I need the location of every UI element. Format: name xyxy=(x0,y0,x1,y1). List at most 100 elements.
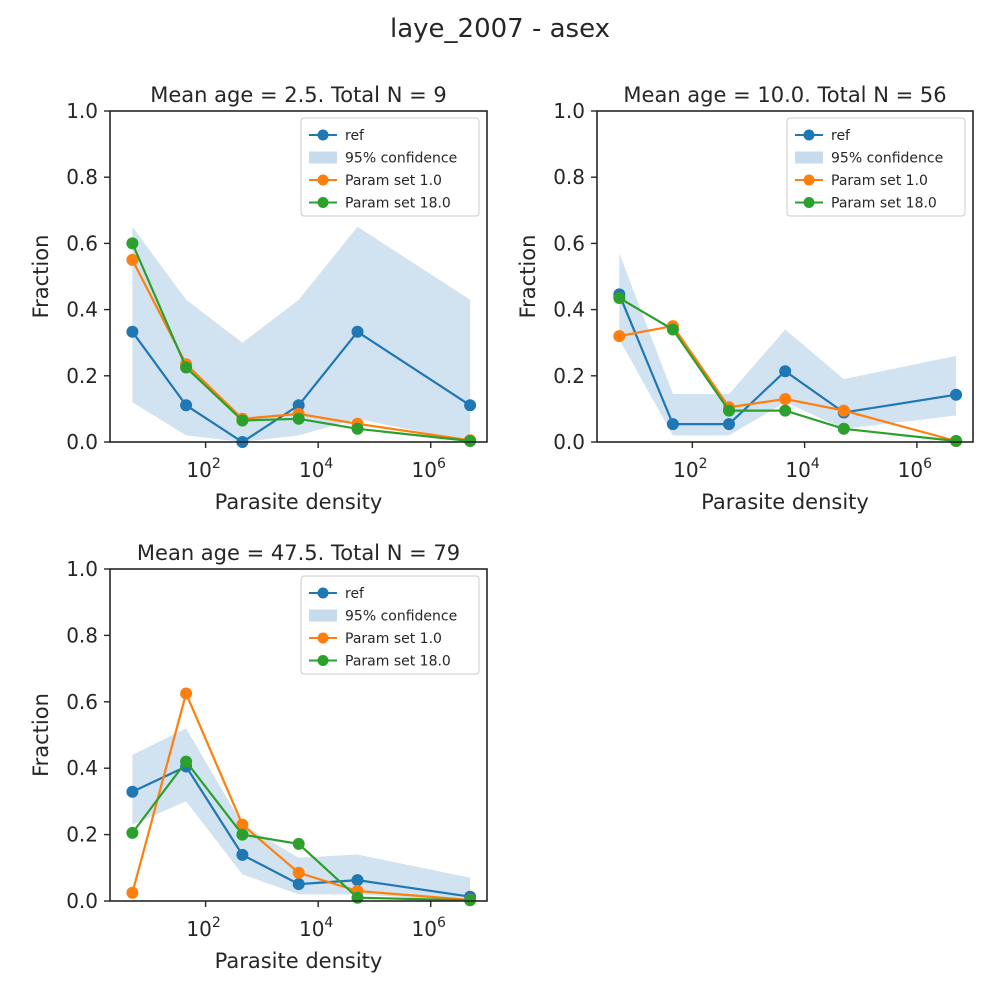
data-point xyxy=(292,878,305,891)
data-point xyxy=(666,418,679,431)
data-point xyxy=(950,435,963,447)
legend-marker xyxy=(317,174,329,186)
data-point xyxy=(666,323,679,336)
data-point xyxy=(779,404,792,417)
y-axis-label: Fraction xyxy=(516,235,540,319)
y-tick-label: 0.4 xyxy=(66,298,98,322)
legend-label: ref xyxy=(345,586,365,602)
y-tick-label: 0.0 xyxy=(66,430,98,454)
panel-title: Mean age = 2.5. Total N = 9 xyxy=(150,83,446,107)
x-tick-label: 106 xyxy=(412,915,446,941)
legend-label: Param set 1.0 xyxy=(345,173,442,189)
legend-marker xyxy=(803,174,815,186)
data-point xyxy=(613,330,626,343)
x-axis-label: Parasite density xyxy=(215,949,383,973)
data-point xyxy=(180,361,193,374)
legend-marker xyxy=(317,632,329,644)
legend-label: Param set 18.0 xyxy=(831,196,937,212)
y-tick-label: 0.6 xyxy=(553,231,585,255)
series-line-2 xyxy=(131,242,471,443)
data-point xyxy=(236,848,249,861)
legend-patch xyxy=(309,609,337,622)
confidence-band xyxy=(132,728,471,901)
y-tick-label: 1.0 xyxy=(553,99,585,123)
panel-2: 0.0 0.2 0.4 0.6 0.8 1.0 102 104 106 Mean age = 10… xyxy=(516,83,974,514)
data-point xyxy=(126,325,139,338)
y-tick-label: 0.8 xyxy=(66,165,98,189)
data-point xyxy=(464,435,477,447)
confidence-band xyxy=(619,253,957,436)
x-tick-label: 106 xyxy=(898,456,932,482)
data-point xyxy=(779,393,792,405)
data-point xyxy=(292,399,305,412)
y-axis-label: Fraction xyxy=(29,693,53,777)
series-line-2 xyxy=(131,759,471,902)
legend-label: 95% confidence xyxy=(345,151,457,167)
axes-frame xyxy=(109,110,488,443)
legend: ref 95% confidence Param set 1.0 Param set … xyxy=(300,117,480,217)
legend-marker xyxy=(803,197,815,208)
data-point xyxy=(351,874,364,887)
y-tick-label: 0.2 xyxy=(66,364,98,388)
x-axis-label: Parasite density xyxy=(701,490,869,514)
x-tick-label: 102 xyxy=(673,456,707,482)
data-point xyxy=(126,826,139,839)
legend-label: 95% confidence xyxy=(831,151,943,167)
axes-frame xyxy=(109,568,488,902)
legend-marker xyxy=(317,129,329,141)
data-point xyxy=(236,818,249,831)
y-tick-label: 0.4 xyxy=(553,298,585,322)
series-line-0 xyxy=(131,330,471,444)
figure-title: laye_2007 - asex xyxy=(389,14,611,44)
data-point xyxy=(351,422,364,435)
legend-label: ref xyxy=(831,128,851,144)
y-tick-label: 0.2 xyxy=(553,364,585,388)
series-line-0 xyxy=(618,293,957,426)
y-tick-label: 0.0 xyxy=(553,430,585,454)
legend-label: Param set 18.0 xyxy=(345,654,451,670)
data-point xyxy=(292,866,305,879)
data-point xyxy=(723,404,735,417)
y-tick-label: 1.0 xyxy=(66,99,98,123)
data-point xyxy=(464,399,477,412)
data-point xyxy=(351,891,364,904)
legend-label: 95% confidence xyxy=(345,609,457,625)
series-line-0 xyxy=(131,765,471,898)
y-tick-label: 0.4 xyxy=(66,756,98,780)
data-point xyxy=(236,414,249,427)
y-tick-label: 0.2 xyxy=(66,823,98,847)
data-point xyxy=(180,687,193,700)
data-point xyxy=(236,828,249,841)
legend: ref 95% confidence Param set 1.0 Param set … xyxy=(786,117,966,217)
legend-marker xyxy=(317,587,329,599)
y-axis-label: Fraction xyxy=(29,235,53,319)
legend-box xyxy=(300,575,480,675)
data-point xyxy=(126,253,139,266)
legend-patch xyxy=(795,151,823,164)
y-tick-label: 0.0 xyxy=(66,889,98,913)
legend-patch xyxy=(309,151,337,164)
x-tick-label: 104 xyxy=(299,456,333,482)
series-line-1 xyxy=(619,324,957,443)
data-point xyxy=(723,418,735,431)
y-tick-label: 0.6 xyxy=(66,231,98,255)
x-tick-label: 102 xyxy=(186,915,220,941)
panel-title: Mean age = 47.5. Total N = 79 xyxy=(137,541,460,565)
panel-3: 0.0 0.2 0.4 0.6 0.8 1.0 102 104 106 Mean age = 47… xyxy=(29,541,488,973)
legend-marker xyxy=(317,655,329,666)
data-point xyxy=(837,404,850,417)
y-tick-label: 0.6 xyxy=(66,690,98,714)
axes-frame xyxy=(596,110,974,443)
panel-title: Mean age = 10.0. Total N = 56 xyxy=(623,83,946,107)
legend: ref 95% confidence Param set 1.0 Param set … xyxy=(300,575,480,675)
data-point xyxy=(292,412,305,425)
x-tick-label: 104 xyxy=(785,456,819,482)
data-point xyxy=(126,785,139,798)
series-line-2 xyxy=(618,297,957,443)
data-point xyxy=(126,237,139,250)
data-point xyxy=(292,837,305,850)
legend-label: ref xyxy=(345,128,365,144)
legend-label: Param set 18.0 xyxy=(345,196,451,212)
panel-1: 0.0 0.2 0.4 0.6 0.8 1.0 102 104 106 Mean age = 2.… xyxy=(29,83,488,514)
